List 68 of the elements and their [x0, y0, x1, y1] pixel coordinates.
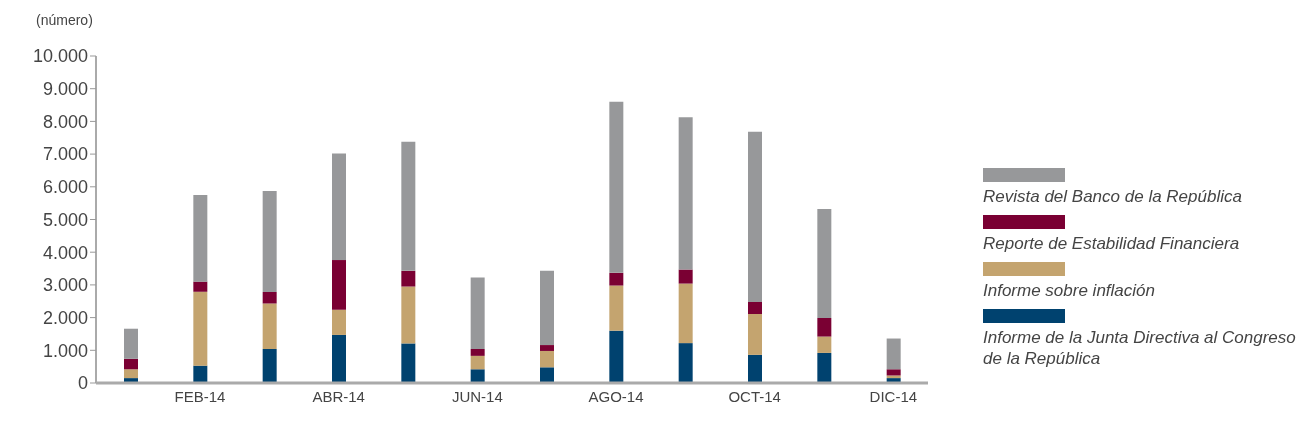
y-tick-label: 0	[77, 373, 88, 394]
bar	[262, 348, 277, 383]
y-tick-label: 8.000	[42, 111, 88, 132]
bar	[817, 317, 832, 337]
legend-label: Reporte de Estabilidad Financiera	[983, 233, 1241, 254]
bar	[678, 269, 693, 284]
bar	[540, 350, 554, 368]
x-tick-label: ABR-14	[312, 387, 365, 405]
bar	[124, 358, 138, 370]
bar	[332, 260, 346, 310]
legend-label: Informe sobre inflación	[983, 280, 1156, 301]
y-tick-label: 4.000	[42, 242, 88, 263]
bar	[193, 281, 208, 292]
bar	[470, 348, 485, 356]
bar	[332, 153, 346, 261]
bar	[540, 345, 554, 351]
bar	[470, 355, 485, 370]
bar	[886, 369, 901, 376]
bar	[262, 303, 277, 349]
y-tick-label: 10.000	[32, 46, 88, 67]
legend-label: Informe de la Junta Directiva al Congreso de la República	[983, 327, 1297, 369]
bar	[193, 365, 208, 383]
bar	[886, 338, 901, 370]
bar	[401, 141, 416, 271]
bar	[262, 292, 277, 304]
bar	[748, 131, 762, 302]
x-tick-label: AGO-14	[588, 387, 644, 405]
bar	[193, 291, 208, 366]
bar	[193, 194, 208, 282]
bar	[540, 367, 554, 383]
bar	[817, 209, 832, 318]
y-tick-label: 6.000	[42, 177, 88, 198]
bar	[886, 375, 901, 379]
bar	[748, 354, 762, 383]
bar	[124, 369, 138, 379]
y-tick-label: 3.000	[42, 275, 88, 296]
bar	[401, 270, 416, 287]
bar	[678, 283, 693, 344]
bar	[401, 286, 416, 344]
y-tick-label: 2.000	[42, 307, 88, 328]
x-tick-label: DIC-14	[869, 387, 918, 405]
bar	[262, 191, 277, 293]
y-tick-label: 9.000	[42, 79, 88, 100]
y-tick-label: 1.000	[42, 340, 88, 361]
bar	[124, 328, 138, 359]
bar	[817, 352, 832, 383]
y-tick-label: 7.000	[42, 144, 88, 165]
x-tick-label: OCT-14	[728, 387, 781, 405]
bar	[332, 334, 346, 383]
bar	[609, 285, 624, 331]
bar	[748, 314, 762, 355]
bar	[817, 336, 832, 353]
bar	[678, 343, 693, 383]
bar	[401, 343, 416, 383]
x-tick-label: JUN-14	[451, 387, 503, 405]
bar	[678, 117, 693, 270]
bar	[609, 272, 624, 286]
bar	[470, 277, 485, 349]
y-tick-label: 5.000	[42, 209, 88, 230]
bar	[470, 369, 485, 383]
bar	[332, 309, 346, 335]
legend-label: Revista del Banco de la República	[983, 186, 1243, 207]
bar	[748, 301, 762, 314]
y-axis-title: (número)	[36, 12, 93, 28]
bar	[540, 270, 554, 346]
x-tick-label: FEB-14	[174, 387, 226, 405]
bar	[609, 101, 624, 273]
bar	[609, 330, 624, 383]
